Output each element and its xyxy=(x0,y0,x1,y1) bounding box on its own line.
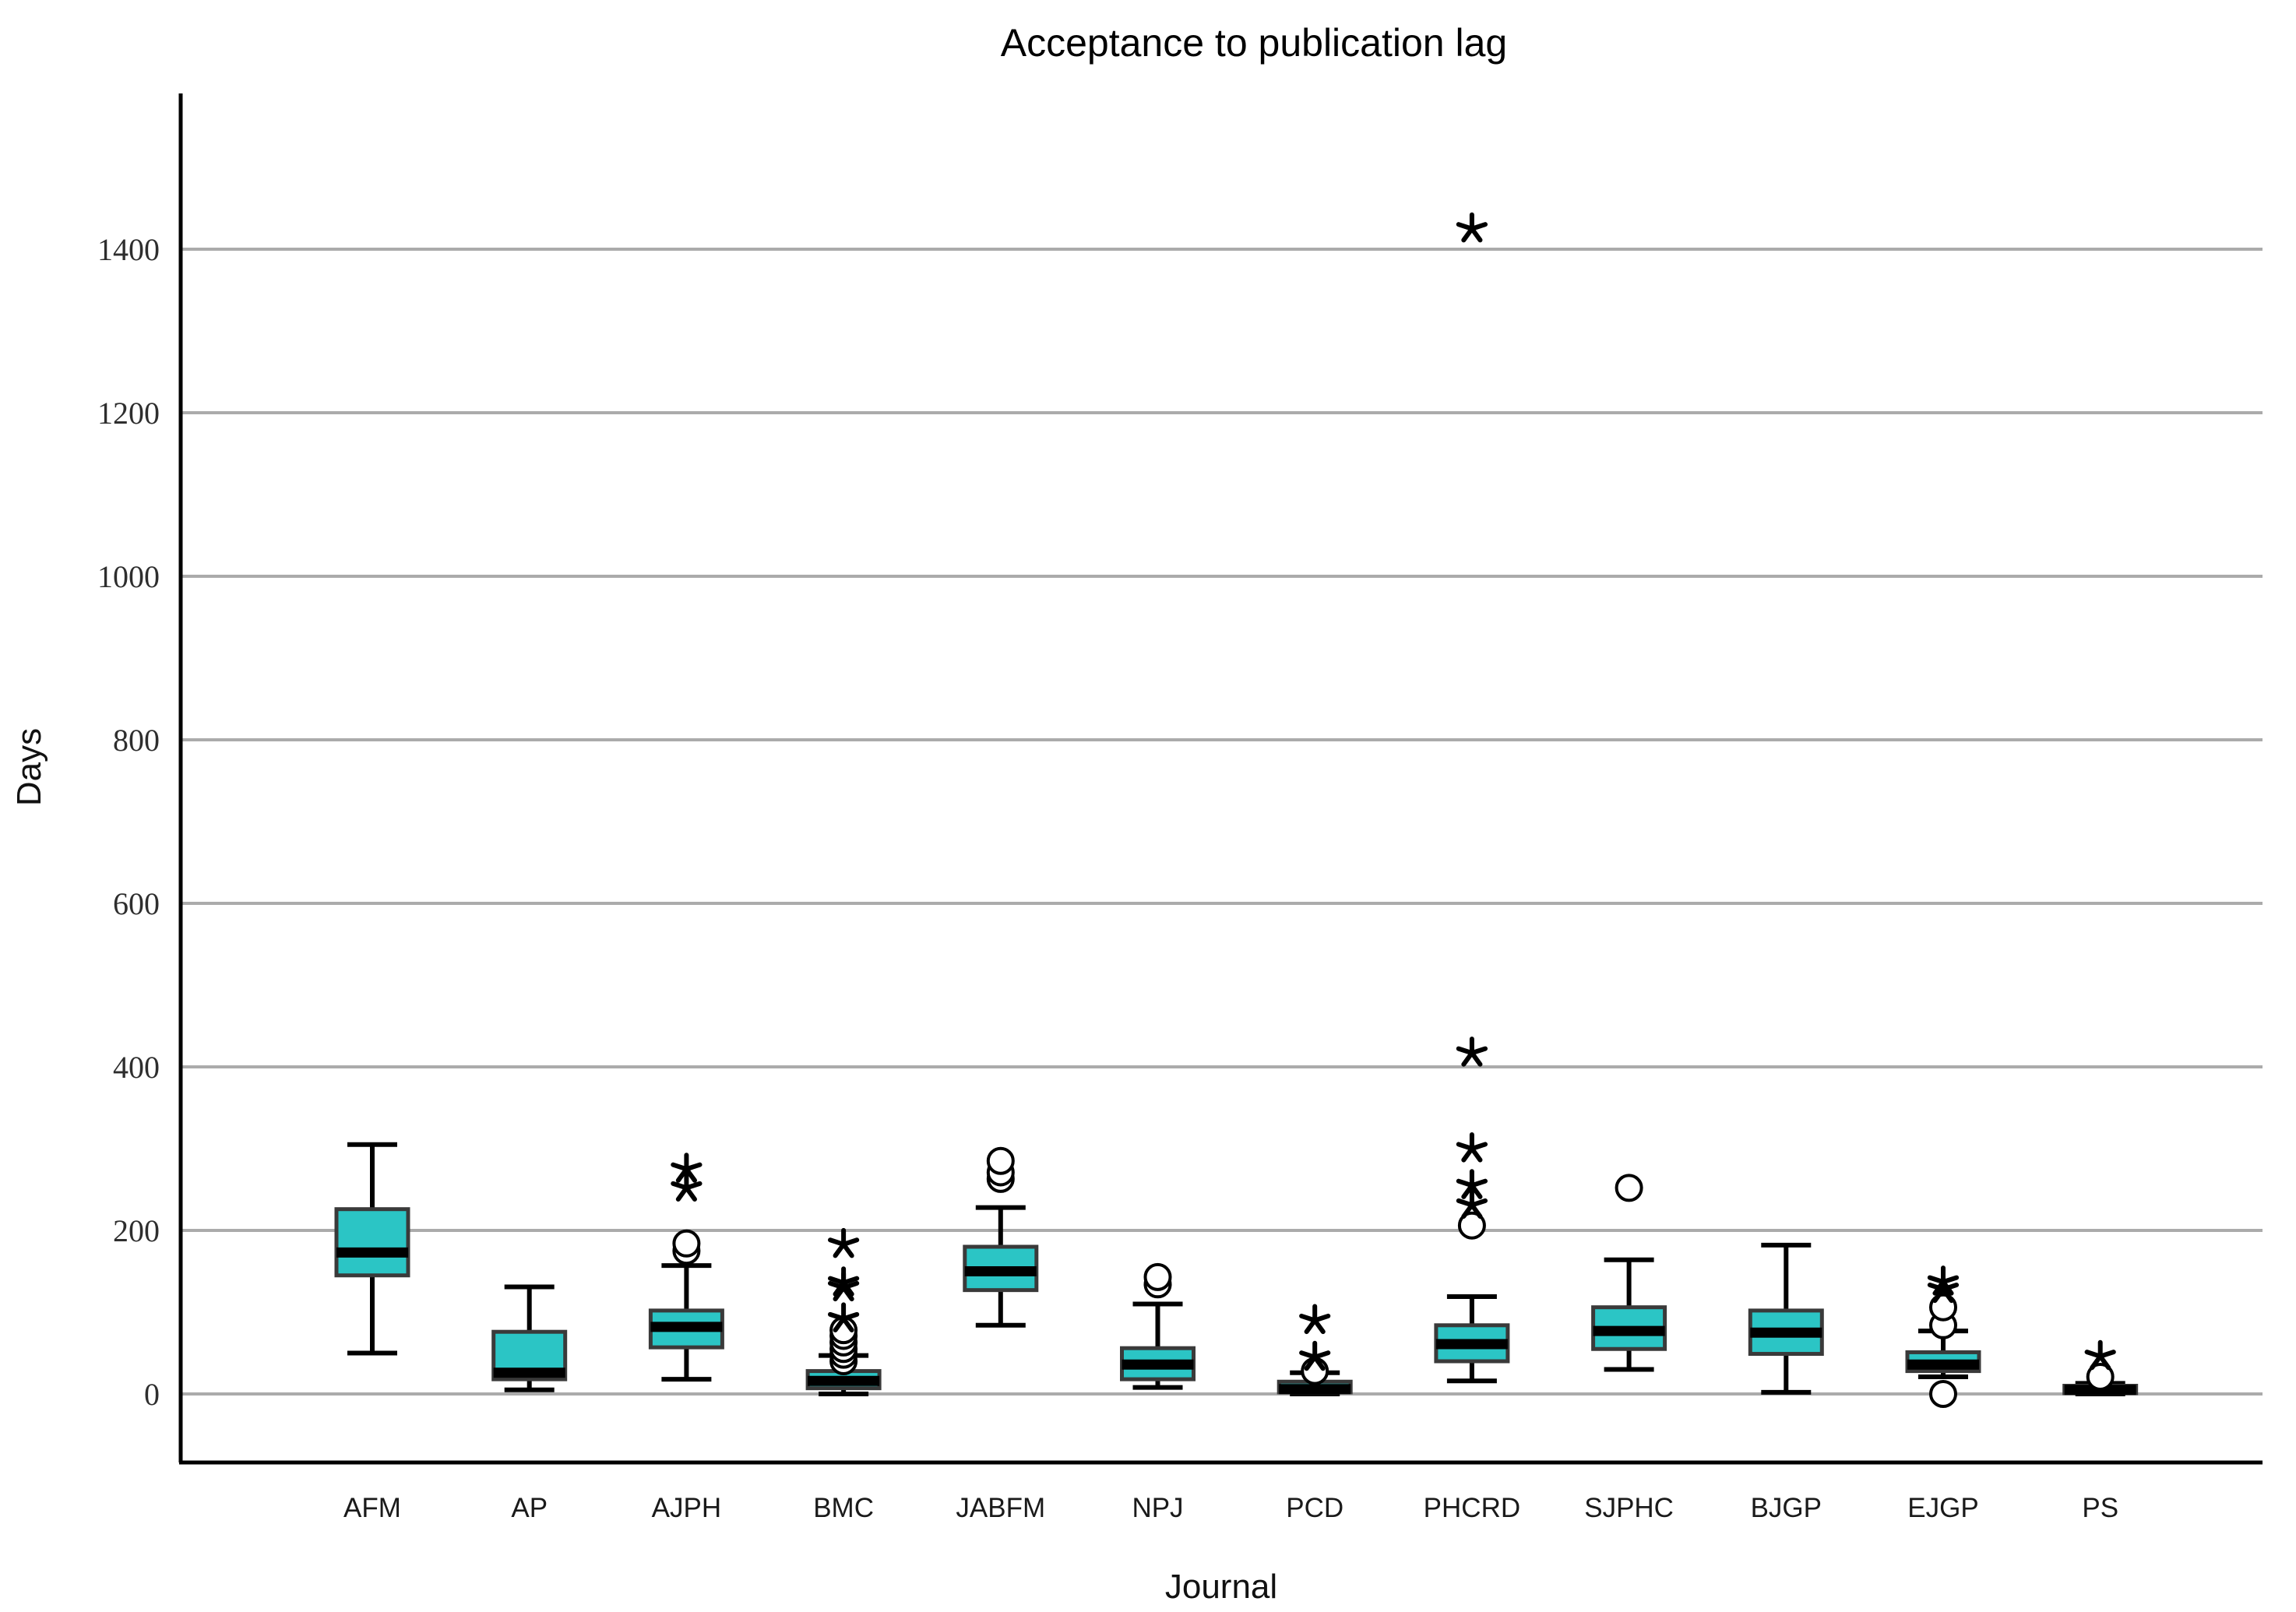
outlier-circle-NPJ-1 xyxy=(1143,1262,1172,1291)
box-group-AFM xyxy=(334,1142,410,1356)
extreme-asterisk-AJPH-1 xyxy=(671,1153,703,1183)
y-tick-label-200: 200 xyxy=(113,1213,160,1248)
y-tick-labels: 0 200 400 600 800 1000 1200 1400 xyxy=(97,232,160,1412)
y-tick-label-600: 600 xyxy=(113,886,160,921)
x-tick-label-PS: PS xyxy=(2082,1493,2118,1523)
iqr-box-AFM xyxy=(334,1207,410,1278)
x-tick-label-BJGP: BJGP xyxy=(1751,1493,1822,1523)
y-tick-label-800: 800 xyxy=(113,723,160,758)
extreme-asterisk-AJPH-0 xyxy=(671,1171,703,1202)
y-tick-label-0: 0 xyxy=(144,1377,160,1412)
extreme-asterisk-BMC-2 xyxy=(827,1266,860,1297)
box-group-PS xyxy=(2062,1339,2139,1396)
x-tick-label-EJGP: EJGP xyxy=(1907,1493,1978,1523)
outlier-circle-JABFM-2 xyxy=(986,1146,1015,1175)
outlier-circle-PCD-0 xyxy=(1301,1357,1329,1385)
y-tick-label-1200: 1200 xyxy=(97,396,160,431)
box-group-PCD xyxy=(1277,1304,1353,1396)
extreme-asterisk-BMC-3 xyxy=(827,1227,860,1258)
box-group-BMC xyxy=(805,1227,882,1396)
extreme-asterisk-PHCRD-2 xyxy=(1456,1132,1488,1163)
x-tick-labels: AFM AP AJPH BMC JABFM NPJ PCD PHCRD SJPHC BJGP EJG… xyxy=(343,1493,2118,1523)
box-group-AP xyxy=(491,1284,568,1392)
axes xyxy=(178,93,2263,1465)
x-tick-label-AJPH: AJPH xyxy=(652,1493,721,1523)
outlier-circle-SJPHC-0 xyxy=(1615,1174,1643,1202)
x-tick-label-PCD: PCD xyxy=(1286,1493,1343,1523)
extreme-asterisk-PCD-0 xyxy=(1299,1340,1331,1371)
extreme-asterisk-PHCRD-1 xyxy=(1456,1169,1488,1199)
y-axis-title: Days xyxy=(10,728,48,806)
x-tick-label-BMC: BMC xyxy=(813,1493,874,1523)
box-series xyxy=(334,212,2139,1408)
outlier-circle-AJPH-1 xyxy=(672,1229,701,1258)
box-group-BJGP xyxy=(1748,1242,1824,1395)
y-tick-label-1400: 1400 xyxy=(97,232,160,267)
y-tick-label-1000: 1000 xyxy=(97,559,160,594)
x-tick-label-PHCRD: PHCRD xyxy=(1424,1493,1520,1523)
extreme-asterisk-PHCRD-3 xyxy=(1456,1037,1488,1067)
extreme-asterisk-PCD-1 xyxy=(1299,1304,1331,1335)
x-tick-label-NPJ: NPJ xyxy=(1132,1493,1183,1523)
x-tick-label-SJPHC: SJPHC xyxy=(1584,1493,1674,1523)
box-group-PHCRD xyxy=(1434,212,1510,1384)
extreme-asterisk-PHCRD-0 xyxy=(1456,1188,1488,1220)
extreme-asterisk-PS-0 xyxy=(2084,1339,2116,1371)
x-tick-label-AFM: AFM xyxy=(343,1493,401,1523)
box-group-NPJ xyxy=(1120,1262,1196,1390)
box-group-AJPH xyxy=(648,1153,724,1382)
outlier-circle-EJGP-0 xyxy=(1929,1380,1957,1408)
extreme-asterisk-BMC-0 xyxy=(827,1302,860,1332)
extreme-asterisk-PHCRD-4 xyxy=(1456,212,1488,243)
box-group-SJPHC xyxy=(1591,1174,1667,1372)
x-tick-label-JABFM: JABFM xyxy=(956,1493,1045,1523)
extreme-asterisk-EJGP-1 xyxy=(1927,1265,1960,1296)
x-axis-title: Journal xyxy=(1165,1568,1277,1606)
outlier-circle-PS-0 xyxy=(2086,1362,2115,1391)
box-group-JABFM xyxy=(963,1146,1039,1328)
x-tick-label-AP: AP xyxy=(511,1493,548,1523)
y-tick-label-400: 400 xyxy=(113,1050,160,1085)
gridlines xyxy=(181,248,2263,1396)
box-group-EJGP xyxy=(1905,1265,1981,1408)
outlier-circle-PHCRD-0 xyxy=(1457,1211,1486,1240)
chart-title: Acceptance to publication lag xyxy=(1001,21,1507,65)
